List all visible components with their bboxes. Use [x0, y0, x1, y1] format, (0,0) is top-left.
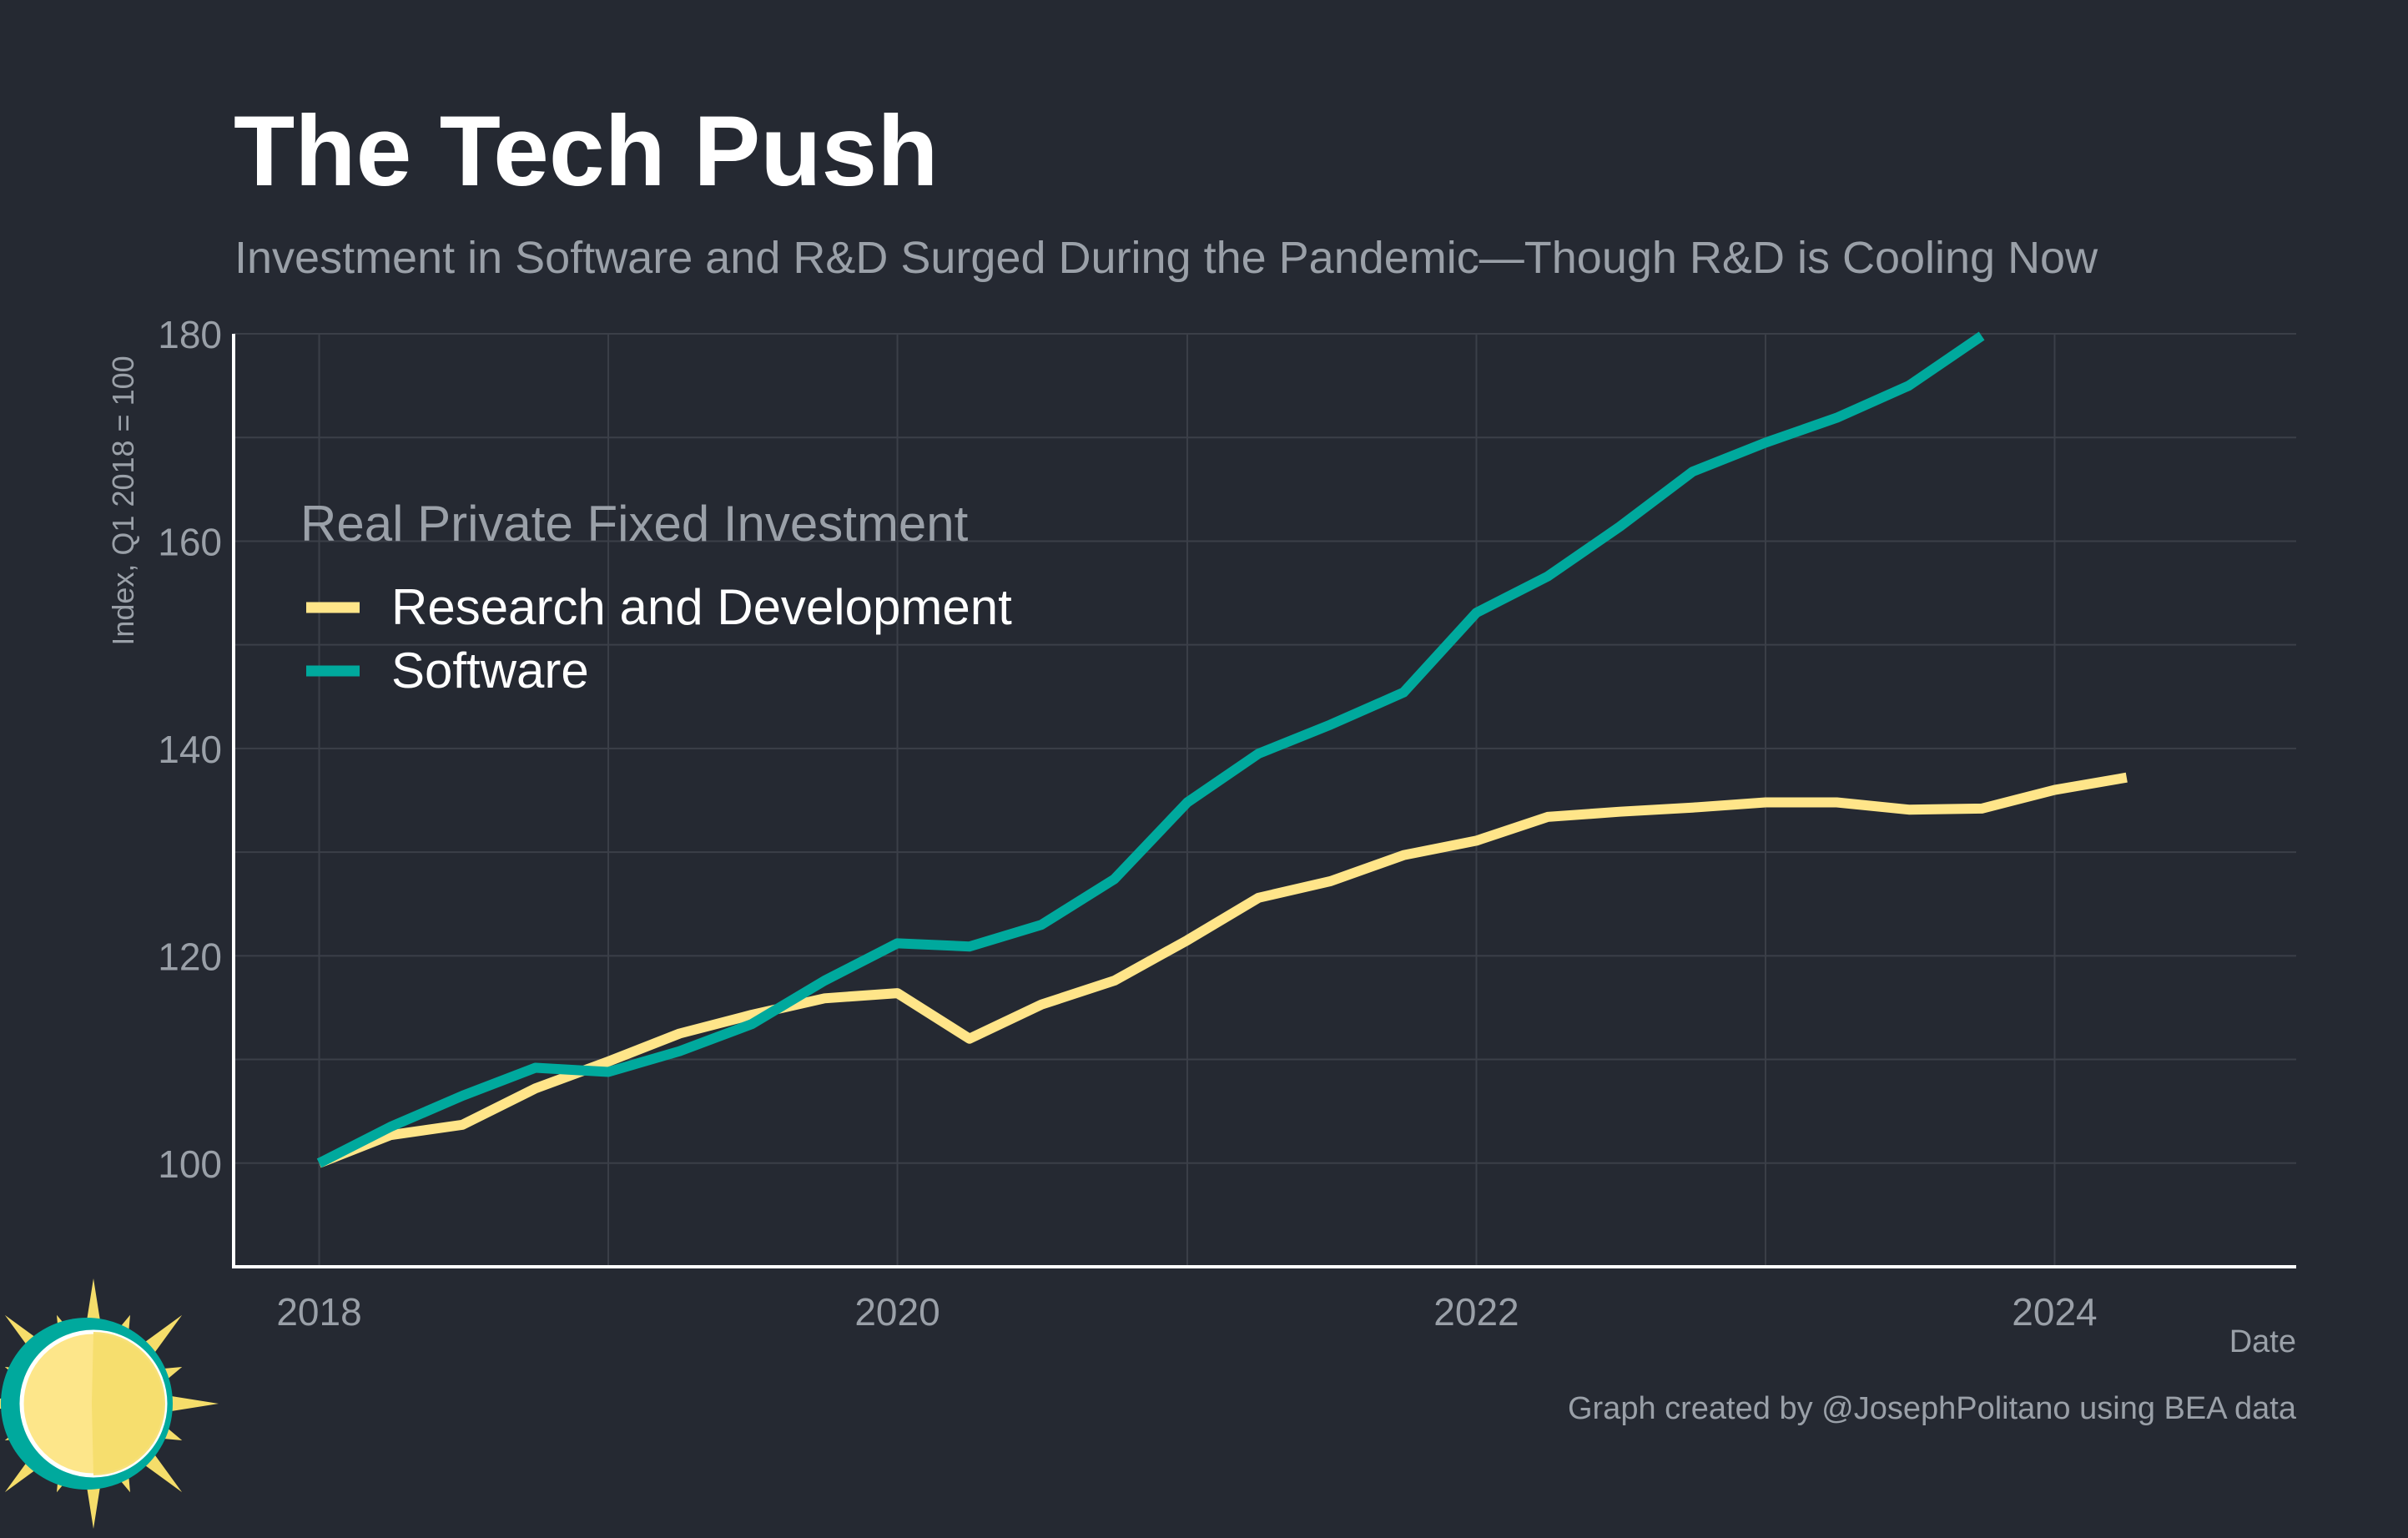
logo-sun-shade [92, 1332, 165, 1475]
logo-sun-rays [0, 1278, 219, 1529]
series-line-research-and-development [317, 772, 2128, 1168]
legend: Real Private Fixed Investment Research a… [300, 496, 1012, 698]
axes [232, 334, 2296, 1268]
sun-logo-icon [0, 1278, 219, 1529]
plot-lines [316, 331, 2128, 1168]
x-tick-label: 2020 [854, 1290, 940, 1334]
y-axis-label: Index, Q1 2018 = 100 [106, 356, 140, 645]
footer-credit: Graph created by @JosephPolitano using B… [1568, 1391, 2297, 1426]
x-axis-label: Date [2229, 1324, 2296, 1359]
y-tick-label: 120 [158, 935, 222, 978]
legend-label-software: Software [391, 643, 589, 698]
tick-labels: 100 120 140 160 180 2018 2020 2022 2024 [158, 313, 2097, 1334]
legend-label-research-and-development: Research and Development [391, 579, 1012, 635]
series-line-software [316, 331, 1985, 1168]
y-tick-label: 140 [158, 728, 222, 771]
x-tick-label: 2022 [1433, 1290, 1519, 1334]
y-tick-label: 180 [158, 313, 222, 356]
y-tick-label: 160 [158, 520, 222, 563]
x-tick-label: 2018 [276, 1290, 361, 1334]
y-tick-label: 100 [158, 1142, 222, 1186]
chart-subtitle: Investment in Software and R&D Surged Du… [234, 233, 2098, 283]
chart-title: The Tech Push [234, 95, 939, 207]
legend-title: Real Private Fixed Investment [300, 496, 969, 552]
x-tick-label: 2024 [2012, 1290, 2097, 1334]
